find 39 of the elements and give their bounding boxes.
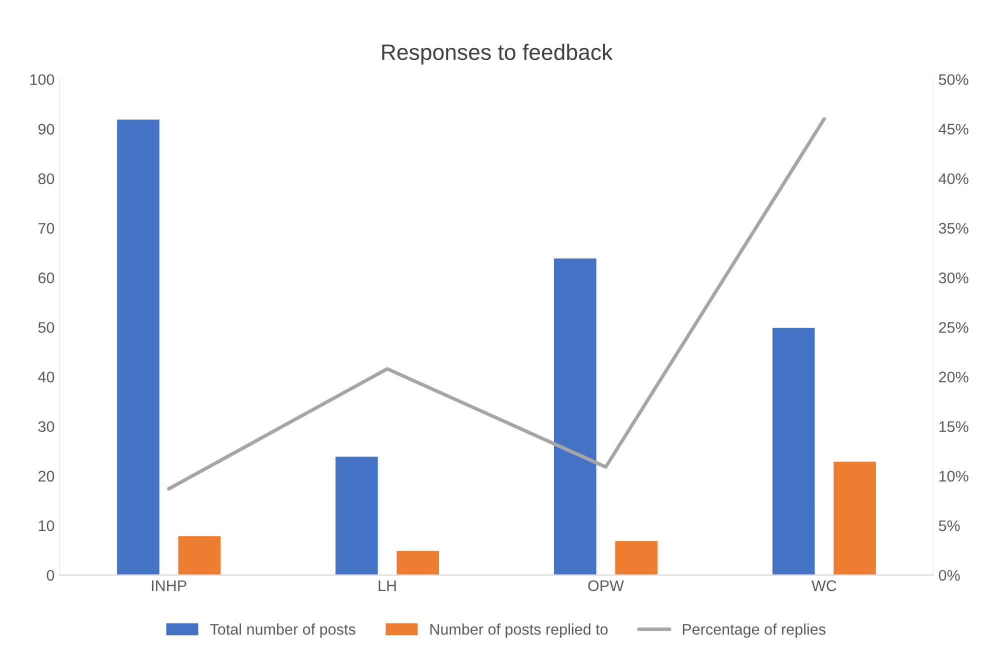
bar: [395, 550, 440, 576]
y2-tick-label: 35%: [938, 222, 968, 234]
chart-title: Responses to feedback: [382, 44, 613, 64]
legend-label: Percentage of replies: [682, 624, 826, 638]
y2-tick-label: 40%: [938, 173, 968, 184]
y2-tick-label: 20%: [939, 372, 968, 382]
y-tick-label: 60: [38, 272, 54, 284]
x-tick-label: INHP: [152, 580, 186, 592]
bar: [176, 534, 222, 576]
y2-tick-label: 0%: [938, 570, 960, 581]
y2-tick-label: 30%: [938, 272, 968, 284]
bar: [614, 540, 659, 576]
legend-label: Number of posts replied to: [430, 624, 608, 638]
line-series: [167, 117, 826, 491]
y-tick-label: 40: [38, 372, 54, 382]
y-tick-label: 50: [38, 322, 54, 333]
y-tick-label: 0: [46, 570, 54, 581]
y2-tick-label: 5%: [938, 520, 960, 532]
x-tick-label: LH: [378, 580, 396, 592]
bar: [552, 257, 598, 576]
legend-label: Total number of posts: [210, 624, 356, 638]
bar: [334, 455, 380, 576]
y2-tick-label: 15%: [939, 421, 968, 432]
y2-tick-label: 45%: [938, 124, 968, 135]
x-tick-label: OPW: [588, 580, 624, 592]
y-tick-label: 90: [38, 124, 54, 135]
bar: [771, 326, 816, 576]
y-tick-label: 70: [38, 222, 54, 234]
y-tick-label: 20: [38, 470, 54, 482]
y-tick-label: 80: [38, 173, 54, 184]
y2-tick-label: 25%: [939, 322, 968, 333]
y2-tick-label: 10%: [939, 470, 968, 482]
bar: [116, 118, 161, 576]
y-tick-label: 30: [38, 421, 54, 432]
y-tick-label: 100: [30, 74, 54, 86]
x-tick-label: WC: [812, 580, 836, 592]
y-tick-label: 10: [38, 520, 54, 532]
y2-tick-label: 50%: [938, 74, 968, 86]
bar: [832, 460, 878, 576]
